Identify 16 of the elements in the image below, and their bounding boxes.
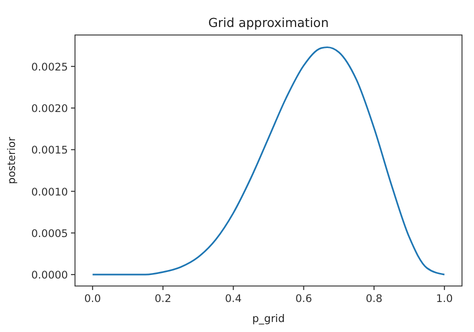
y-tick-label: 0.0020	[31, 103, 68, 116]
y-tick-label: 0.0025	[31, 61, 68, 74]
x-tick-label: 0.8	[366, 293, 382, 305]
x-tick-label: 1.0	[436, 293, 453, 305]
y-tick-label: 0.0000	[31, 270, 68, 282]
x-tick-label: 0.6	[295, 293, 312, 305]
y-tick-label: 0.0015	[31, 144, 68, 157]
x-tick-label: 0.2	[154, 293, 172, 305]
line-series	[92, 46, 446, 276]
y-tick-label: 0.0005	[31, 228, 68, 240]
chart-title: Grid approximation	[208, 15, 329, 30]
x-axis-title: p_grid	[252, 313, 285, 325]
y-tick-label: 0.0010	[31, 186, 68, 198]
y-axis-title: posterior	[6, 136, 18, 184]
x-tick-label: 0.0	[84, 293, 101, 305]
x-tick-label: 0.4	[224, 293, 242, 305]
